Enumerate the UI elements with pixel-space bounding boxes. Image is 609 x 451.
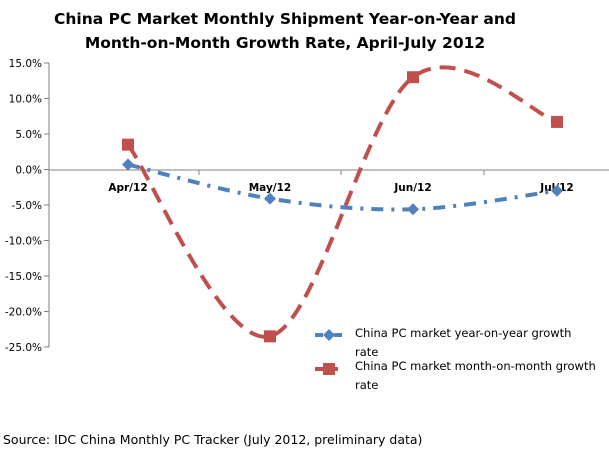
data-point-mom bbox=[264, 330, 276, 343]
y-tick-label: 5.0% bbox=[15, 129, 42, 141]
chart-title-line-1: China PC Market Monthly Shipment Year-on… bbox=[54, 10, 516, 28]
legend: China PC market year-on-year growth rate… bbox=[315, 326, 596, 392]
chart-title-line-2: Month-on-Month Growth Rate, April-July 2… bbox=[85, 34, 485, 52]
data-point-mom bbox=[551, 115, 563, 128]
legend-label-mom-line-2: rate bbox=[355, 378, 378, 392]
legend-point-mom bbox=[323, 363, 335, 375]
series-line-yoy bbox=[127, 162, 558, 212]
y-tick-label: 0.0% bbox=[15, 165, 42, 177]
x-category-label: Apr/12 bbox=[108, 182, 147, 194]
y-axis-ticks: 15.0% 10.0% 5.0% 0.0% -5.0% -10.0% -15.0% -20.0… bbox=[5, 58, 49, 354]
legend-label-mom-line-1: China PC market month-on-month growth bbox=[355, 359, 596, 373]
series-line-mom bbox=[126, 65, 558, 339]
y-tick-label: -5.0% bbox=[12, 200, 42, 212]
data-point-yoy bbox=[551, 184, 563, 197]
y-tick-label: 10.0% bbox=[9, 94, 42, 106]
legend-point-yoy bbox=[323, 329, 335, 341]
y-tick-label: -25.0% bbox=[5, 342, 42, 354]
x-category-label: Jun/12 bbox=[393, 182, 431, 194]
y-tick-label: 15.0% bbox=[9, 58, 42, 70]
data-point-mom bbox=[122, 138, 134, 151]
y-tick-label: -10.0% bbox=[5, 236, 42, 248]
source-note: Source: IDC China Monthly PC Tracker (Ju… bbox=[3, 432, 422, 447]
data-point-yoy bbox=[407, 203, 419, 216]
series-lines bbox=[122, 65, 563, 343]
data-point-yoy bbox=[264, 192, 276, 205]
data-point-mom bbox=[407, 71, 419, 84]
legend-label-yoy-line-2: rate bbox=[355, 345, 378, 359]
y-tick-label: -20.0% bbox=[5, 307, 42, 319]
legend-marker-mom bbox=[323, 363, 335, 375]
y-tick-label: -15.0% bbox=[5, 271, 42, 283]
data-point-yoy bbox=[122, 158, 134, 171]
x-category-label: May/12 bbox=[249, 182, 292, 194]
legend-label-yoy-line-1: China PC market year-on-year growth bbox=[355, 326, 571, 340]
legend-marker-yoy bbox=[323, 329, 335, 341]
